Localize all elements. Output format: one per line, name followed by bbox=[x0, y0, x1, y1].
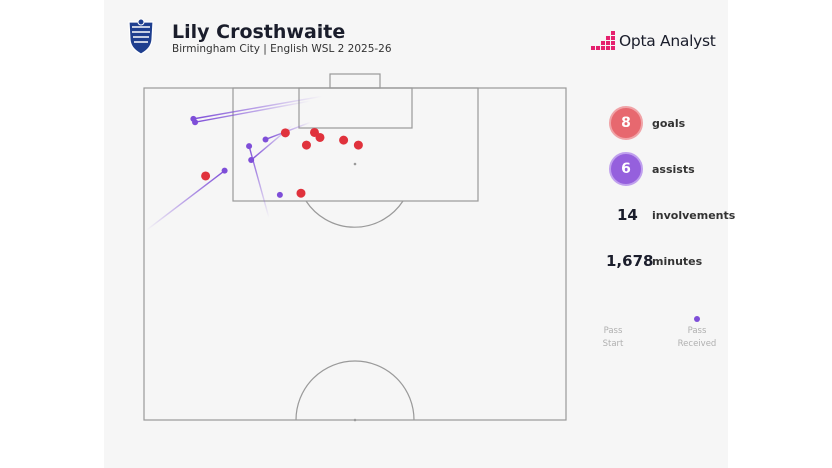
goal-point bbox=[301, 140, 311, 150]
penalty-arc bbox=[305, 200, 404, 228]
assist-pass-line bbox=[248, 145, 270, 218]
involvements-label: involvements bbox=[652, 209, 736, 222]
assist-pass-line bbox=[193, 95, 323, 120]
goal-point bbox=[296, 188, 306, 198]
centre-spot bbox=[353, 418, 357, 422]
goal-point bbox=[339, 135, 349, 145]
legend-received-dot bbox=[694, 316, 700, 322]
goals-badge: 8 bbox=[609, 106, 643, 140]
penalty-spot bbox=[353, 162, 357, 166]
legend-pass-start: Pass Start bbox=[602, 326, 624, 349]
goal-point bbox=[353, 140, 363, 150]
birmingham-city-crest-icon bbox=[128, 18, 154, 55]
assist-pass-received-point bbox=[262, 136, 269, 143]
chart-card bbox=[104, 0, 728, 468]
goals-label: goals bbox=[652, 117, 686, 130]
assists-label: assists bbox=[652, 163, 695, 176]
opta-analyst-logo-icon bbox=[591, 31, 615, 50]
assists-badge: 6 bbox=[609, 152, 643, 186]
player-name: Lily Crosthwaite bbox=[172, 21, 346, 43]
assist-pass-received-point bbox=[221, 167, 228, 174]
six-yard-box bbox=[298, 87, 413, 129]
assist-pass-line bbox=[194, 100, 311, 123]
goal-point bbox=[315, 132, 325, 142]
minutes-label: minutes bbox=[652, 255, 703, 268]
centre-circle bbox=[295, 360, 415, 421]
pass-legend-line bbox=[612, 316, 700, 322]
assist-pass-line bbox=[145, 170, 226, 231]
assist-point bbox=[276, 191, 283, 198]
assist-layer bbox=[145, 95, 323, 231]
subtitle: Birmingham City | English WSL 2 2025-26 bbox=[172, 43, 392, 55]
involvements-value: 14 bbox=[617, 206, 638, 224]
legend-pass-received: Pass Received bbox=[677, 326, 717, 349]
pitch-lines bbox=[143, 73, 567, 421]
goal-layer bbox=[201, 127, 363, 198]
pitch-outline bbox=[143, 87, 567, 421]
goal-point bbox=[280, 128, 290, 138]
brand-name: Opta Analyst bbox=[619, 32, 716, 50]
goal bbox=[329, 73, 381, 89]
assist-pass-received-point bbox=[246, 143, 253, 150]
goal-point bbox=[201, 171, 211, 181]
minutes-value: 1,678 bbox=[606, 252, 654, 270]
assist-pass-received-point bbox=[192, 119, 199, 126]
